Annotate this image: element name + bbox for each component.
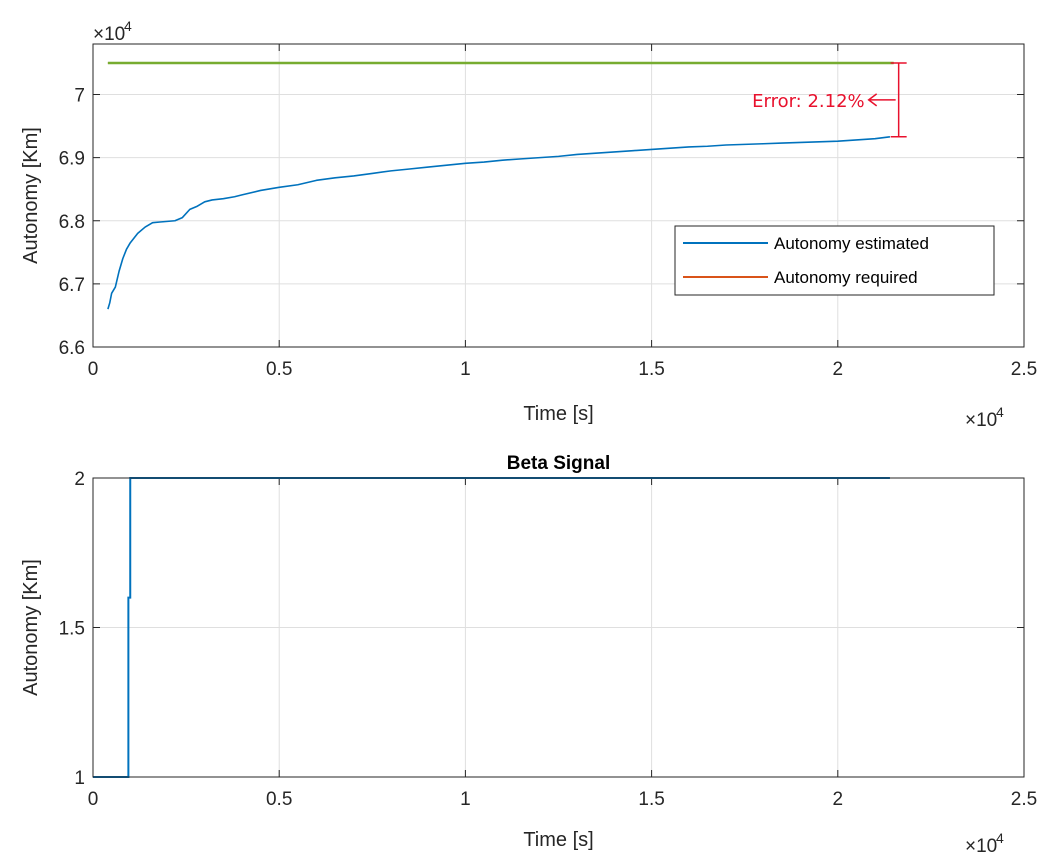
x-axis-label: Time [s] [523, 829, 593, 851]
x-exponent-label: ×10 [965, 836, 997, 856]
x-tick-label: 0.5 [266, 789, 292, 810]
y-axis-label: Autonomy [Km] [20, 127, 42, 264]
x-tick-label: 1.5 [638, 359, 664, 380]
y-tick-labels: 6.6 6.7 6.8 6.9 7 [59, 86, 85, 360]
x-tick-labels: 0 0.5 1 1.5 2 2.5 [88, 359, 1038, 380]
x-tick-label: 2 [833, 359, 844, 380]
y-tick-label: 6.7 [59, 275, 85, 296]
y-axis-label: Autonomy [Km] [20, 559, 42, 696]
legend-label-estimated: Autonomy estimated [774, 234, 929, 253]
x-exponent-power: 4 [996, 404, 1004, 420]
error-arrow-head [867, 93, 878, 107]
y-exponent-label: ×10 [93, 24, 125, 45]
axes-box [92, 477, 1025, 778]
x-tick-label: 0 [88, 789, 99, 810]
error-annotation: Error: 2.12% [752, 62, 907, 138]
x-exponent-label: ×10 [965, 410, 997, 431]
y-tick-label: 7 [74, 86, 85, 107]
y-tick-label: 2 [74, 469, 85, 490]
legend-box [674, 225, 995, 296]
series-line-estimated [107, 136, 891, 310]
y-tick-label: 1 [74, 768, 85, 789]
beta-signal-axes: 0 0.5 1 1.5 2 2.5 11.52 Beta Signal ×10 4 Tim… [20, 453, 1037, 856]
x-tick-label: 1 [460, 359, 471, 380]
x-exponent-power: 4 [996, 830, 1004, 846]
grid-lines [92, 477, 1025, 778]
y-tick-label: 6.9 [59, 149, 85, 170]
x-tick-label: 0.5 [266, 359, 292, 380]
x-tick-label: 1.5 [638, 789, 664, 810]
x-tick-labels: 0 0.5 1 1.5 2 2.5 [88, 789, 1038, 810]
x-axis-label: Time [s] [523, 403, 593, 425]
x-tick-label: 1 [460, 789, 471, 810]
chart-title: Beta Signal [507, 453, 610, 474]
y-tick-label: 1.5 [59, 619, 85, 640]
grid-lines [92, 44, 1025, 348]
y-tick-labels: 11.52 [59, 469, 85, 789]
x-tick-label: 2.5 [1011, 789, 1037, 810]
error-annotation-label: Error: 2.12% [752, 91, 865, 112]
y-exponent-power: 4 [124, 18, 132, 34]
y-tick-label: 6.6 [59, 338, 85, 359]
axes-box [92, 43, 1025, 348]
series-group [107, 61, 894, 310]
autonomy-axes: Error: 2.12% 0 0.5 1 1.5 2 2.5 6.66.76.86.97 … [20, 18, 1037, 431]
y-tick-label: 6.8 [59, 212, 85, 233]
x-tick-label: 2 [833, 789, 844, 810]
x-tick-label: 2.5 [1011, 359, 1037, 380]
legend-label-required: Autonomy required [774, 268, 918, 287]
legend: Autonomy estimated Autonomy required [674, 225, 995, 296]
x-tick-label: 0 [88, 359, 99, 380]
